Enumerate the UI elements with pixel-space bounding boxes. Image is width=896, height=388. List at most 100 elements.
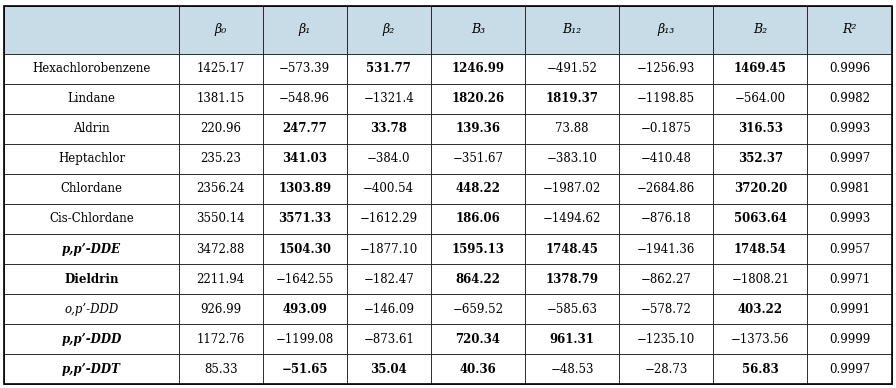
Text: −1941.36: −1941.36 [637,242,695,256]
Text: 2211.94: 2211.94 [196,272,245,286]
Bar [4,294,178,324]
Bar [178,294,263,324]
Text: 0.9997: 0.9997 [829,152,870,165]
Bar [713,144,807,174]
Bar [525,174,619,204]
Bar [619,294,713,324]
Bar [347,54,431,84]
Bar [4,54,178,84]
Bar [263,354,347,384]
Bar [713,294,807,324]
Text: Dieldrin: Dieldrin [65,272,119,286]
Text: Chlordane: Chlordane [61,182,123,196]
Bar [4,264,178,294]
Bar [178,84,263,114]
Text: 235.23: 235.23 [200,152,241,165]
Text: 1469.45: 1469.45 [734,62,787,75]
Text: Hexachlorobenzene: Hexachlorobenzene [32,62,151,75]
Text: 1595.13: 1595.13 [452,242,504,256]
Bar [347,204,431,234]
Text: −873.61: −873.61 [363,333,414,346]
Bar [713,6,807,54]
Bar [525,264,619,294]
Text: 1378.79: 1378.79 [546,272,599,286]
Bar [347,234,431,264]
Bar [347,174,431,204]
Bar [619,264,713,294]
Text: 2356.24: 2356.24 [196,182,245,196]
Text: −51.65: −51.65 [281,363,328,376]
Bar [713,234,807,264]
Bar [347,84,431,114]
Text: 0.9991: 0.9991 [829,303,870,315]
Text: 448.22: 448.22 [455,182,500,196]
Bar [619,174,713,204]
Text: 1246.99: 1246.99 [452,62,504,75]
Text: 864.22: 864.22 [455,272,500,286]
Bar [619,324,713,354]
Bar [431,174,525,204]
Bar [347,6,431,54]
Text: 1425.17: 1425.17 [196,62,245,75]
Bar [4,324,178,354]
Text: 0.9996: 0.9996 [829,62,870,75]
Bar [178,114,263,144]
Bar [525,54,619,84]
Bar [263,294,347,324]
Bar [525,234,619,264]
Text: −400.54: −400.54 [363,182,414,196]
Bar [178,234,263,264]
Text: 1748.54: 1748.54 [734,242,787,256]
Text: −578.72: −578.72 [641,303,692,315]
Text: 5063.64: 5063.64 [734,213,787,225]
Bar [525,144,619,174]
Text: −1808.21: −1808.21 [731,272,789,286]
Text: −48.53: −48.53 [550,363,594,376]
Bar [263,144,347,174]
Text: −1321.4: −1321.4 [364,92,414,106]
Text: −2684.86: −2684.86 [637,182,695,196]
Bar [347,114,431,144]
Text: −1373.56: −1373.56 [731,333,789,346]
Text: −659.52: −659.52 [452,303,504,315]
Text: 33.78: 33.78 [370,123,407,135]
Bar [431,204,525,234]
Text: 961.31: 961.31 [549,333,594,346]
Text: 316.53: 316.53 [738,123,783,135]
Text: o,p’-DDD: o,p’-DDD [65,303,118,315]
Text: −384.0: −384.0 [367,152,410,165]
Bar [178,174,263,204]
Text: −182.47: −182.47 [364,272,414,286]
Bar [807,324,892,354]
Text: 403.22: 403.22 [737,303,783,315]
Text: β₂: β₂ [383,23,395,36]
Bar [431,264,525,294]
Text: 0.9982: 0.9982 [829,92,870,106]
Bar [713,174,807,204]
Text: 0.9997: 0.9997 [829,363,870,376]
Bar [178,54,263,84]
Text: 0.9999: 0.9999 [829,333,870,346]
Text: −410.48: −410.48 [641,152,692,165]
Text: 531.77: 531.77 [366,62,411,75]
Text: β₀: β₀ [214,23,227,36]
Bar [4,174,178,204]
Text: R²: R² [842,23,857,36]
Text: Cis-Chlordane: Cis-Chlordane [49,213,134,225]
Bar [431,114,525,144]
Bar [4,114,178,144]
Text: 56.83: 56.83 [742,363,779,376]
Text: −573.39: −573.39 [280,62,331,75]
Bar [431,324,525,354]
Bar [431,6,525,54]
Bar [713,54,807,84]
Text: Aldrin: Aldrin [73,123,110,135]
Text: 1819.37: 1819.37 [546,92,599,106]
Text: p,p’-DDD: p,p’-DDD [62,333,122,346]
Text: B₁₂: B₁₂ [563,23,582,36]
Text: 0.9971: 0.9971 [829,272,870,286]
Bar [263,204,347,234]
Text: −1235.10: −1235.10 [637,333,695,346]
Bar [713,114,807,144]
Text: p,p’-DDT: p,p’-DDT [62,363,121,376]
